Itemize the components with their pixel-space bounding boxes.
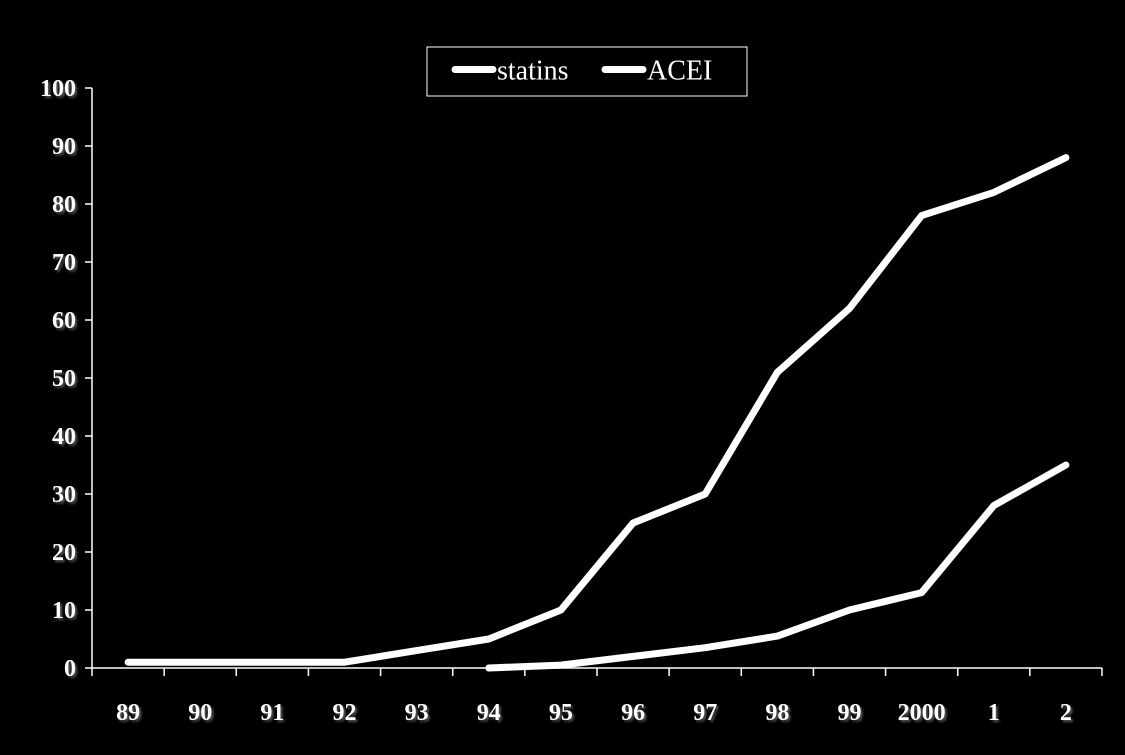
y-tick-label: 70 [52,250,76,276]
legend: statins ACEI [426,46,748,97]
series-line-statins [124,154,1070,666]
x-tick-label: 90 [188,700,212,726]
series-lines [124,154,1070,672]
x-tick-label: 2000 [898,700,946,726]
x-tick-label: 95 [549,700,573,726]
y-tick-label: 90 [52,134,76,160]
y-tick-label: 50 [52,366,76,392]
y-tick-label: 30 [52,482,76,508]
x-tick-label: 94 [477,700,501,726]
series-line-acei [485,461,1070,672]
axes: 0 10 20 30 40 50 60 70 80 90 100 89 90 91 92 93 94 95 96 97… [40,76,1103,726]
x-tick-label: 99 [838,700,862,726]
y-tick-label: 80 [52,192,76,218]
x-tick-label: 1 [988,700,1000,726]
y-tick-label: 0 [64,656,76,682]
x-tick-label: 89 [116,700,140,726]
x-tick-label: 2 [1060,700,1072,726]
x-tick-label: 97 [693,700,717,726]
y-tick-label: 100 [40,76,76,102]
x-tick-label: 96 [621,700,645,726]
legend-box [426,46,748,97]
x-tick-label: 98 [765,700,789,726]
legend-label-acei: ACEI [647,56,712,87]
legend-label-statins: statins [497,56,569,87]
y-tick-label: 40 [52,424,76,450]
y-tick-label: 60 [52,308,76,334]
y-tick-label: 20 [52,540,76,566]
x-tick-label: 93 [405,700,429,726]
x-tick-label: 92 [333,700,357,726]
y-tick-label: 10 [52,598,76,624]
x-tick-label: 91 [260,700,284,726]
